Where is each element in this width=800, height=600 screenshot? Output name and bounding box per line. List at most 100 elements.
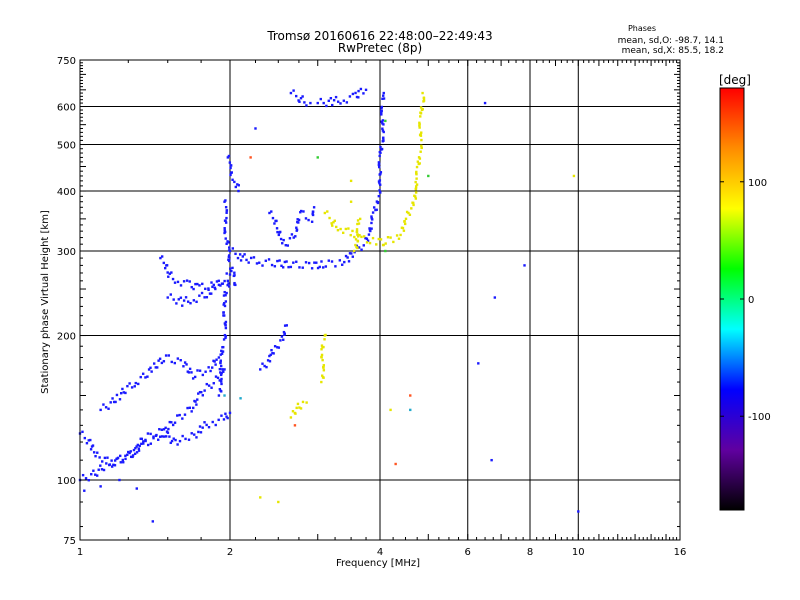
- data-point: [222, 294, 226, 297]
- data-point: [288, 237, 292, 240]
- data-point: [188, 280, 191, 283]
- data-point: [285, 324, 288, 327]
- data-point: [261, 362, 264, 365]
- data-point: [422, 97, 426, 100]
- data-point: [212, 283, 215, 287]
- data-point: [207, 287, 210, 290]
- y-tick-label: 75: [63, 536, 76, 547]
- data-point: [149, 432, 152, 436]
- data-point: [225, 216, 228, 220]
- data-point: [381, 129, 385, 132]
- data-point: [392, 240, 395, 244]
- data-point: [333, 219, 336, 222]
- data-point: [289, 91, 293, 95]
- data-point: [210, 386, 213, 389]
- data-point: [268, 360, 272, 363]
- y-tick-labels: 75 100 200 300 400 500 600 750: [57, 56, 76, 547]
- data-point: [222, 303, 225, 306]
- data-point: [389, 408, 392, 412]
- data-point: [418, 157, 422, 160]
- data-point: [283, 260, 287, 264]
- data-point: [234, 252, 237, 256]
- data-point: [295, 226, 298, 229]
- data-point: [355, 228, 359, 231]
- data-point: [222, 345, 225, 349]
- data-point: [224, 320, 228, 324]
- data-point: [219, 353, 222, 356]
- data-point: [210, 281, 213, 284]
- data-point: [415, 173, 418, 176]
- data-point: [381, 97, 384, 101]
- data-point: [219, 284, 222, 287]
- data-point: [370, 215, 373, 218]
- data-point: [380, 105, 384, 109]
- data-point: [321, 358, 324, 362]
- data-point: [345, 101, 349, 104]
- data-point: [223, 290, 226, 294]
- data-point: [102, 403, 105, 406]
- data-point: [194, 400, 197, 403]
- data-point: [339, 102, 342, 105]
- data-point: [414, 195, 417, 198]
- data-point: [207, 288, 210, 292]
- data-point: [113, 464, 117, 467]
- data-point: [259, 496, 262, 499]
- data-point: [198, 294, 201, 297]
- data-point: [124, 457, 127, 461]
- data-point: [394, 462, 397, 466]
- data-point: [409, 408, 412, 412]
- data-point: [213, 286, 217, 289]
- data-point: [378, 173, 381, 176]
- data-point: [118, 398, 122, 401]
- data-point: [201, 394, 204, 397]
- data-point: [223, 368, 226, 371]
- data-point: [164, 266, 167, 270]
- data-point: [177, 298, 180, 301]
- data-point: [182, 365, 185, 368]
- data-point: [94, 454, 97, 458]
- data-point: [377, 194, 381, 198]
- data-point: [229, 166, 232, 170]
- data-point: [414, 188, 418, 191]
- data-point: [336, 228, 340, 232]
- data-point: [405, 210, 409, 214]
- data-point: [221, 282, 225, 285]
- data-point: [146, 432, 150, 435]
- data-point: [229, 173, 232, 177]
- data-point: [142, 440, 145, 443]
- data-point: [152, 436, 155, 440]
- data-point: [198, 369, 202, 372]
- data-point: [292, 236, 295, 239]
- data-point: [223, 200, 226, 203]
- y-tick-label: 300: [57, 247, 76, 258]
- data-point: [119, 392, 123, 395]
- data-point: [299, 209, 303, 213]
- data-point: [412, 203, 415, 207]
- data-point: [343, 260, 346, 264]
- data-point: [309, 101, 312, 105]
- data-point: [230, 269, 233, 273]
- y-tick-label: 600: [57, 103, 76, 114]
- data-point: [341, 263, 344, 266]
- data-point: [384, 249, 387, 253]
- data-point: [421, 108, 424, 111]
- data-point: [217, 279, 220, 283]
- data-point: [188, 367, 192, 371]
- data-point: [138, 444, 141, 448]
- data-point: [290, 233, 294, 236]
- data-point: [218, 367, 222, 371]
- data-point: [222, 370, 225, 373]
- data-point: [90, 473, 93, 476]
- data-point: [419, 106, 423, 109]
- data-point: [222, 311, 225, 314]
- data-point: [224, 237, 227, 240]
- data-point: [129, 450, 132, 453]
- data-point: [243, 253, 246, 256]
- data-point: [339, 227, 342, 231]
- data-point: [236, 256, 240, 260]
- data-point: [382, 137, 385, 140]
- data-point: [115, 457, 118, 461]
- data-point: [286, 244, 290, 247]
- data-point: [572, 174, 576, 178]
- data-point: [181, 417, 184, 420]
